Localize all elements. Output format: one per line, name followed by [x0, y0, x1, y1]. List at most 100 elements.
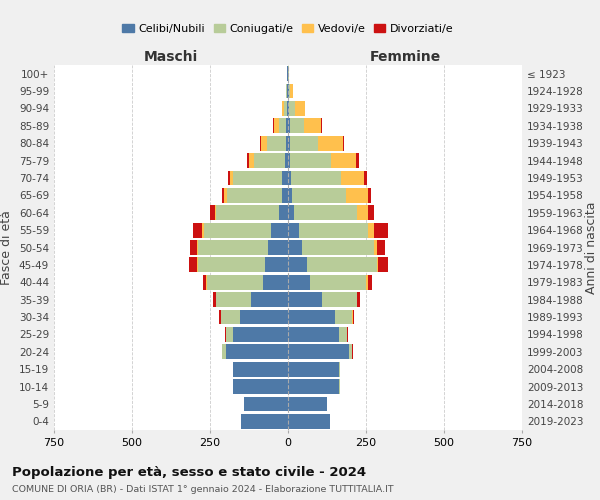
Bar — [368, 188, 371, 202]
Bar — [294, 206, 356, 220]
Bar — [221, 310, 239, 324]
Bar — [215, 206, 216, 220]
Bar — [340, 327, 347, 342]
Bar — [287, 84, 288, 98]
Bar — [356, 153, 359, 168]
Bar — [288, 379, 340, 394]
Bar — [206, 275, 207, 289]
Bar — [288, 344, 349, 359]
Bar — [225, 327, 226, 342]
Bar — [290, 136, 317, 150]
Bar — [228, 170, 230, 186]
Bar — [263, 275, 288, 289]
Bar — [356, 206, 368, 220]
Bar — [204, 222, 271, 238]
Bar — [347, 327, 348, 342]
Bar — [247, 153, 249, 168]
Bar — [219, 310, 221, 324]
Bar — [341, 170, 364, 186]
Bar — [364, 170, 367, 186]
Bar — [265, 258, 288, 272]
Bar — [241, 414, 288, 428]
Bar — [230, 170, 233, 186]
Bar — [274, 118, 278, 133]
Bar — [374, 222, 388, 238]
Bar — [302, 240, 374, 255]
Bar — [288, 206, 294, 220]
Bar — [278, 206, 288, 220]
Bar — [288, 136, 290, 150]
Bar — [317, 136, 343, 150]
Bar — [216, 206, 278, 220]
Bar — [210, 206, 215, 220]
Bar — [226, 344, 288, 359]
Bar — [299, 222, 368, 238]
Bar — [249, 153, 254, 168]
Text: COMUNE DI ORIA (BR) - Dati ISTAT 1° gennaio 2024 - Elaborazione TUTTITALIA.IT: COMUNE DI ORIA (BR) - Dati ISTAT 1° genn… — [12, 485, 394, 494]
Bar — [343, 136, 344, 150]
Bar — [292, 188, 346, 202]
Bar — [221, 188, 224, 202]
Bar — [346, 188, 368, 202]
Bar — [353, 310, 354, 324]
Bar — [288, 118, 290, 133]
Bar — [223, 344, 226, 359]
Bar — [203, 275, 206, 289]
Bar — [291, 170, 341, 186]
Bar — [233, 362, 288, 376]
Bar — [288, 310, 335, 324]
Bar — [282, 188, 288, 202]
Bar — [368, 206, 374, 220]
Bar — [224, 188, 227, 202]
Legend: Celibi/Nubili, Coniugati/e, Vedovi/e, Divorziati/e: Celibi/Nubili, Coniugati/e, Vedovi/e, Di… — [118, 20, 458, 38]
Bar — [368, 275, 372, 289]
Text: Maschi: Maschi — [144, 50, 198, 64]
Bar — [288, 153, 290, 168]
Bar — [227, 188, 282, 202]
Bar — [239, 310, 288, 324]
Bar — [288, 396, 327, 411]
Bar — [193, 222, 202, 238]
Bar — [304, 118, 321, 133]
Bar — [288, 101, 289, 116]
Bar — [260, 136, 267, 150]
Bar — [290, 153, 331, 168]
Bar — [286, 136, 288, 150]
Bar — [207, 275, 263, 289]
Bar — [282, 170, 288, 186]
Bar — [190, 240, 197, 255]
Bar — [226, 327, 233, 342]
Bar — [222, 344, 223, 359]
Text: Femmine: Femmine — [370, 50, 440, 64]
Bar — [214, 292, 216, 307]
Bar — [321, 118, 322, 133]
Bar — [288, 258, 307, 272]
Bar — [356, 292, 357, 307]
Bar — [289, 101, 295, 116]
Bar — [288, 362, 340, 376]
Bar — [352, 310, 353, 324]
Bar — [216, 292, 251, 307]
Bar — [288, 188, 292, 202]
Bar — [379, 258, 388, 272]
Bar — [189, 258, 197, 272]
Bar — [288, 84, 289, 98]
Bar — [366, 275, 368, 289]
Bar — [284, 101, 287, 116]
Bar — [233, 327, 288, 342]
Bar — [288, 327, 340, 342]
Text: Popolazione per età, sesso e stato civile - 2024: Popolazione per età, sesso e stato civil… — [12, 466, 366, 479]
Bar — [254, 153, 285, 168]
Y-axis label: Anni di nascita: Anni di nascita — [586, 201, 598, 294]
Bar — [251, 292, 288, 307]
Bar — [290, 118, 304, 133]
Bar — [288, 275, 310, 289]
Bar — [288, 240, 302, 255]
Bar — [197, 258, 265, 272]
Bar — [322, 292, 356, 307]
Bar — [310, 275, 366, 289]
Bar — [286, 118, 288, 133]
Bar — [288, 170, 291, 186]
Bar — [287, 101, 288, 116]
Bar — [307, 258, 377, 272]
